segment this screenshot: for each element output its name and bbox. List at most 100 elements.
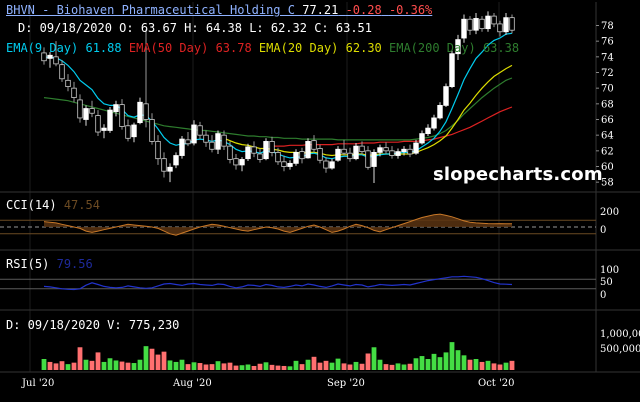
volume-bar (143, 346, 149, 370)
volume-bar (173, 361, 179, 370)
volume-panel (41, 342, 515, 370)
price-panel: 58 60 62 64 66 68 70 72 74 76 78 (41, 11, 614, 189)
volume-bar (119, 361, 125, 370)
price-tick-label: 58 (601, 178, 614, 189)
candle-body (281, 161, 287, 167)
volume-bar (491, 363, 497, 370)
candle-body (167, 166, 173, 172)
volume-bar (389, 364, 395, 370)
volume-bar (281, 365, 287, 370)
volume-bar (503, 362, 509, 370)
volume-bar (149, 348, 155, 370)
rsi-tick: 0 (600, 290, 607, 301)
candle-body (455, 39, 461, 55)
candle-body (341, 148, 347, 154)
candle-body (359, 145, 365, 153)
price-tick-label: 70 (601, 84, 614, 95)
candle-body (131, 124, 137, 138)
volume-bar (113, 360, 119, 370)
candle-body (443, 86, 449, 106)
candle-body (449, 53, 455, 88)
volume-bar (341, 363, 347, 370)
ema-legend: EMA(9 Day) 61.88 EMA(50 Day) 63.78 EMA(2… (6, 41, 519, 55)
volume-bar (419, 356, 425, 370)
volume-bar (473, 359, 479, 370)
volume-bar (131, 363, 137, 370)
cci-area (44, 214, 512, 236)
chart-header[interactable]: BHVN - Biohaven Pharmaceutical Holding C… (6, 3, 432, 17)
candle-body (221, 134, 227, 147)
candle-body (209, 141, 215, 150)
volume-label: D: 09/18/2020 V: (6, 318, 122, 332)
candle-body (371, 151, 377, 167)
rsi-legend: RSI(5) 79.56 (6, 257, 93, 271)
volume-bar (203, 364, 209, 370)
candle-body (95, 115, 101, 133)
candle-body (101, 127, 107, 131)
candle-body (137, 101, 143, 124)
candle-body (305, 141, 311, 159)
candle-body (503, 17, 509, 33)
candle-body (89, 108, 95, 114)
candle-body (41, 52, 47, 62)
volume-bar (233, 365, 239, 370)
volume-bar (59, 361, 65, 370)
volume-bar (263, 362, 269, 370)
candle-body (77, 99, 83, 119)
candle-body (479, 18, 485, 30)
candle-body (497, 23, 503, 33)
volume-bar (227, 362, 233, 370)
candle-body (365, 150, 371, 168)
volume-bar (83, 359, 89, 370)
price-tick-label: 78 (601, 21, 614, 32)
candle-body (323, 160, 329, 169)
candle-body (431, 117, 437, 129)
last-price: 77.21 (302, 3, 339, 17)
candle-body (191, 124, 197, 144)
volume-bar (209, 364, 215, 370)
volume-bar (353, 361, 359, 370)
candle-body (233, 158, 239, 166)
candle-body (383, 147, 389, 152)
volume-bar (449, 342, 455, 370)
candle-body (71, 87, 77, 98)
volume-bar (89, 360, 95, 370)
candle-body (311, 140, 317, 150)
price-tick-label: 66 (601, 115, 614, 126)
volume-bar (155, 354, 161, 370)
volume-bar (305, 359, 311, 370)
legend-ema20-name: EMA(20 Day) (258, 41, 339, 55)
price-change-pct: -0.36% (388, 3, 433, 17)
volume-bar (137, 359, 143, 370)
legend-ema9-value: 61.88 (85, 41, 122, 55)
volume-legend: D: 09/18/2020 V: 775,230 (6, 318, 179, 332)
candle-body (215, 133, 221, 150)
candle-body (347, 152, 353, 160)
volume-bar (383, 364, 389, 370)
candle-body (179, 138, 185, 156)
volume-bar (275, 365, 281, 370)
symbol-title[interactable]: BHVN - Biohaven Pharmaceutical Holding C (6, 3, 295, 17)
volume-bar (485, 360, 491, 370)
candle-body (425, 127, 431, 135)
volume-bar (299, 364, 305, 370)
volume-bar (329, 362, 335, 370)
candle-body (509, 17, 515, 31)
volume-bar (377, 359, 383, 370)
volume-bar (335, 358, 341, 370)
x-tick-label: Oct '20 (478, 378, 515, 389)
candle-body (251, 146, 257, 154)
candle-body (377, 147, 383, 153)
candle-body (53, 56, 59, 65)
candle-body (467, 18, 473, 31)
candle-body (473, 18, 479, 31)
candle-body (149, 119, 155, 142)
candle-body (317, 148, 323, 161)
volume-bar (437, 357, 443, 370)
volume-bar (125, 362, 131, 370)
candle-body (155, 141, 161, 160)
candle-body (335, 148, 341, 161)
volume-bar (467, 359, 473, 370)
volume-bar (509, 360, 515, 370)
candle-body (299, 151, 305, 160)
